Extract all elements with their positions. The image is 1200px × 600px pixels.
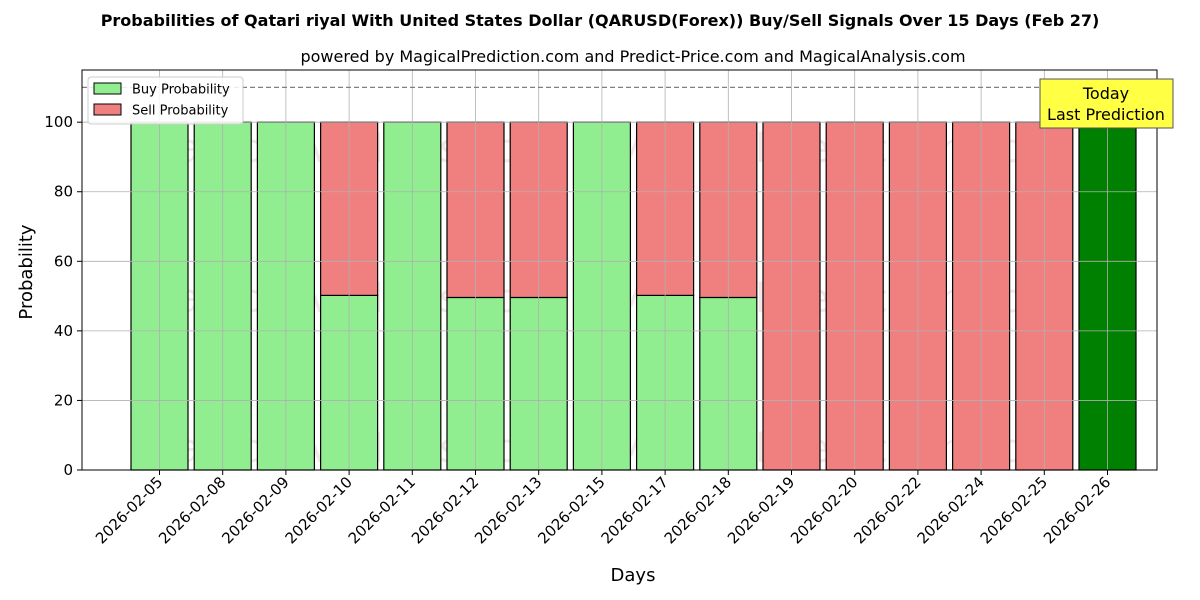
annotation-box — [1039, 78, 1174, 129]
y-tick-label: 100 — [44, 113, 73, 131]
x-tick-label: 2026-02-24 — [914, 473, 988, 547]
chart-title: Probabilities of Qatari riyal With Unite… — [101, 11, 1100, 30]
x-tick-label: 2026-02-18 — [661, 473, 735, 547]
x-tick-label: 2026-02-09 — [218, 473, 292, 547]
x-tick-label: 2026-02-19 — [724, 473, 798, 547]
legend-box — [87, 76, 244, 125]
x-tick-label: 2026-02-05 — [92, 473, 166, 547]
legend-label: Sell Probability — [132, 104, 229, 119]
plot-frame — [81, 69, 1158, 471]
x-tick-label: 2026-02-13 — [471, 473, 545, 547]
legend-swatch — [93, 82, 122, 95]
x-tick-label: 2026-02-20 — [787, 473, 861, 547]
y-tick-label: 20 — [54, 391, 73, 409]
legend-swatch — [93, 103, 122, 116]
y-tick-label: 40 — [54, 322, 73, 340]
x-tick-label: 2026-02-22 — [850, 473, 924, 547]
x-tick-label: 2026-02-11 — [345, 473, 419, 547]
plot-area: MagicalAnalysis.comMagicalPrediction.com… — [44, 69, 1174, 547]
y-tick-label: 60 — [54, 252, 73, 270]
y-tick-label: 0 — [63, 461, 73, 479]
y-tick-label: 80 — [54, 183, 73, 201]
x-tick-label: 2026-02-15 — [534, 473, 608, 547]
x-tick-label: 2026-02-08 — [155, 473, 229, 547]
x-tick-label: 2026-02-25 — [977, 473, 1051, 547]
x-axis-label: Days — [611, 565, 656, 586]
x-tick-label: 2026-02-26 — [1040, 473, 1114, 547]
x-tick-label: 2026-02-12 — [408, 473, 482, 547]
legend-label: Buy Probability — [132, 83, 230, 98]
annotation-line1: Today — [1082, 84, 1129, 103]
chart-subtitle: powered by MagicalPrediction.com and Pre… — [300, 47, 965, 66]
annotation-line2: Last Prediction — [1047, 105, 1165, 124]
y-axis-label: Probability — [16, 224, 37, 319]
x-tick-label: 2026-02-10 — [282, 473, 356, 547]
x-tick-label: 2026-02-17 — [598, 473, 672, 547]
